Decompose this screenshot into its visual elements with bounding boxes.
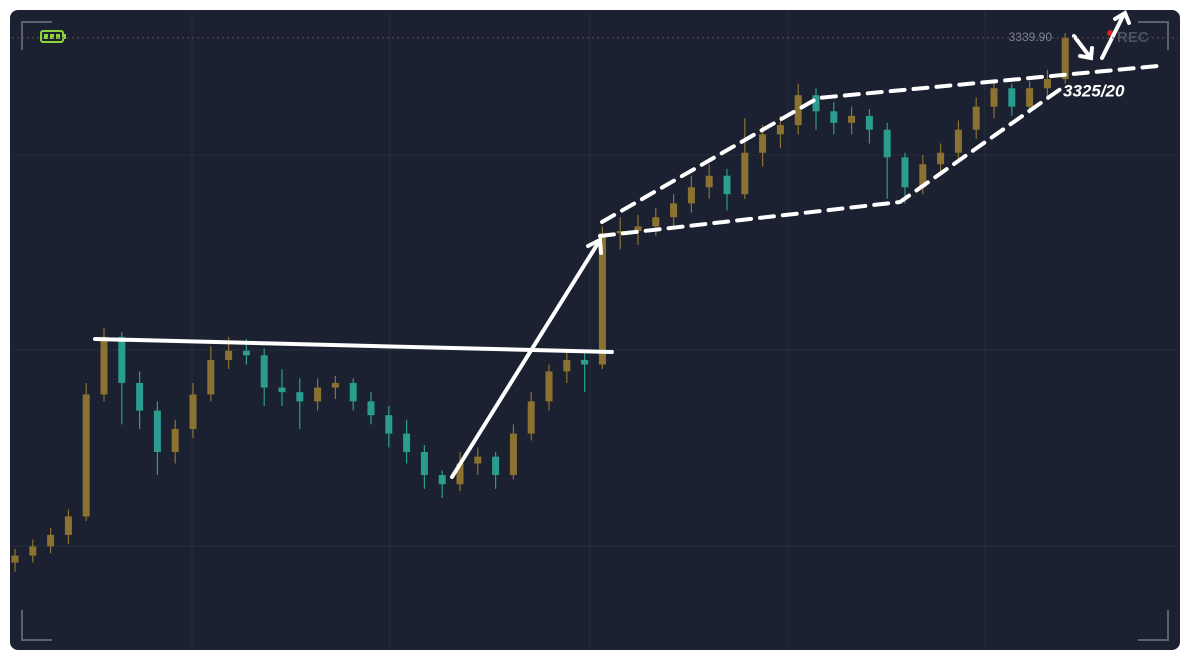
candle-body [776,125,784,135]
candle-body [64,516,72,535]
candle-body [456,463,464,485]
battery-icon [40,30,66,43]
candle-body [1043,79,1051,89]
candle-body [759,134,767,153]
candle-body [1026,88,1034,107]
small-arrow-down [1072,34,1092,59]
candle-body [438,475,446,485]
corner-bracket [1138,21,1169,50]
candle-body [349,382,357,402]
candle-body [207,359,215,395]
corner-brackets [21,21,1169,641]
arrow-head [1078,46,1094,61]
rec-dot [1107,30,1113,36]
candle-body [954,129,962,153]
battery-tip [63,34,66,39]
candle-body [225,350,233,360]
candle-body [189,394,197,429]
candle-body [812,95,820,112]
candle-body [11,555,19,563]
price-label: 3339.90 [1009,30,1053,44]
battery-cell [56,34,60,39]
candle-body [527,401,535,434]
candle-body [883,129,891,158]
candle-body [29,546,37,556]
candle-body [687,187,695,204]
corner-bracket [21,21,52,50]
candle-body [420,452,428,476]
candle-body [705,175,713,188]
candle-body [260,355,268,388]
candle-body [278,387,286,393]
candle-body [741,152,749,195]
small-arrow-up [1100,12,1126,60]
candle-body [581,359,589,365]
candle-body [385,415,393,434]
candle-body [901,157,909,188]
drawings [93,10,1160,479]
candle-body [100,336,108,395]
candle-body [492,456,500,476]
chart-panel [10,10,1180,650]
candle-body [171,428,179,453]
candle-body [1008,88,1016,107]
candle-body [652,217,660,227]
candle-body [509,433,517,476]
corner-bracket [21,610,52,641]
candle-body [972,106,980,130]
candle-body [82,394,90,517]
arrow-head [586,236,603,255]
arrow-head [1113,10,1131,25]
candle-body [794,95,802,126]
candle-body [242,350,250,356]
candle-body [403,433,411,453]
candle-body [865,115,873,130]
candle-body [670,203,678,218]
trend-arrow [450,238,602,479]
candle-body [153,410,161,453]
candle-body [616,231,624,234]
channel-top [600,64,1160,224]
candles [11,33,1069,572]
candle-body [634,226,642,232]
candle-body [367,401,375,416]
channel-bottom [598,86,1064,238]
annotation: 3325/20 [1063,81,1125,100]
candle-body [919,164,927,188]
candle-body [314,387,322,402]
candle-body [545,371,553,402]
candle-body [848,115,856,123]
candle-body [723,175,731,195]
candle-body [331,382,339,388]
candle-body [990,88,998,107]
candle-body [118,336,126,383]
battery-cell [50,34,54,39]
resistance-line [93,337,614,354]
battery-cell [44,34,48,39]
candle-body [830,111,838,123]
corner-bracket [1138,610,1169,641]
candle-body [598,233,606,365]
candle-body [937,152,945,165]
candle-body [136,382,144,411]
candle-body [47,534,55,547]
candle-body [474,456,482,464]
candle-body [563,359,571,372]
candle-body [1061,37,1069,80]
candle-body [296,392,304,402]
